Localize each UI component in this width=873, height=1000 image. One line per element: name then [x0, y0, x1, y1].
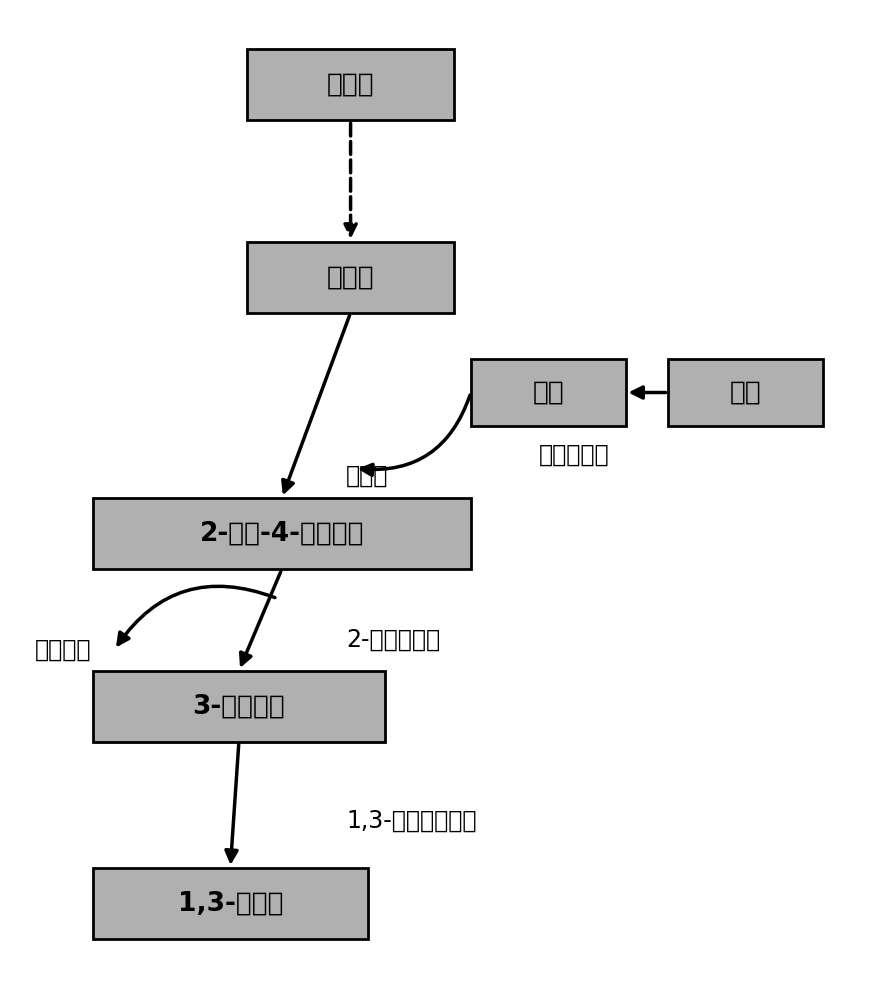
- FancyArrowPatch shape: [241, 572, 281, 664]
- FancyBboxPatch shape: [93, 671, 385, 742]
- FancyArrowPatch shape: [283, 315, 349, 492]
- FancyBboxPatch shape: [248, 49, 454, 120]
- FancyBboxPatch shape: [248, 242, 454, 313]
- Text: 2-氧代脱罧酶: 2-氧代脱罧酶: [347, 628, 440, 652]
- FancyArrowPatch shape: [632, 387, 666, 398]
- Text: 甲醇: 甲醇: [730, 380, 761, 406]
- Text: 醒缩酶: 醒缩酶: [347, 463, 388, 487]
- FancyArrowPatch shape: [226, 744, 238, 861]
- Text: 甲醇脱氢酶: 甲醇脱氢酶: [539, 443, 609, 467]
- FancyBboxPatch shape: [471, 359, 625, 426]
- Text: 1,3-丙二醇脱氢酶: 1,3-丙二醇脱氢酶: [347, 808, 477, 832]
- Text: 甲醛: 甲醛: [533, 380, 564, 406]
- FancyBboxPatch shape: [669, 359, 823, 426]
- Text: 2-氧代-4-羟基丁酸: 2-氧代-4-羟基丁酸: [200, 521, 364, 547]
- Text: 3-羟基丙醛: 3-羟基丙醛: [193, 693, 285, 719]
- FancyArrowPatch shape: [361, 395, 470, 475]
- Text: 丙酮酸: 丙酮酸: [327, 264, 375, 290]
- FancyBboxPatch shape: [93, 868, 368, 939]
- Text: 二氧化碳: 二氧化碳: [35, 638, 91, 662]
- FancyArrowPatch shape: [345, 123, 356, 235]
- FancyBboxPatch shape: [93, 498, 471, 569]
- Text: 1,3-丙二醇: 1,3-丙二醇: [177, 890, 283, 916]
- FancyArrowPatch shape: [118, 586, 275, 644]
- Text: 葛葡糖: 葛葡糖: [327, 72, 375, 98]
